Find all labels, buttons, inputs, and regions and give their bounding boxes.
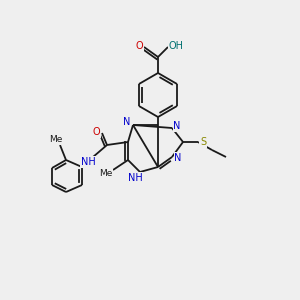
Text: S: S [200, 137, 206, 147]
Text: OH: OH [169, 41, 184, 51]
Text: O: O [135, 41, 143, 51]
Text: NH: NH [81, 157, 95, 167]
Text: Me: Me [49, 136, 63, 145]
Text: NH: NH [128, 173, 142, 183]
Text: O: O [92, 127, 100, 137]
Text: Me: Me [99, 169, 113, 178]
Text: N: N [123, 117, 131, 127]
Text: N: N [173, 121, 181, 131]
Text: N: N [174, 153, 182, 163]
